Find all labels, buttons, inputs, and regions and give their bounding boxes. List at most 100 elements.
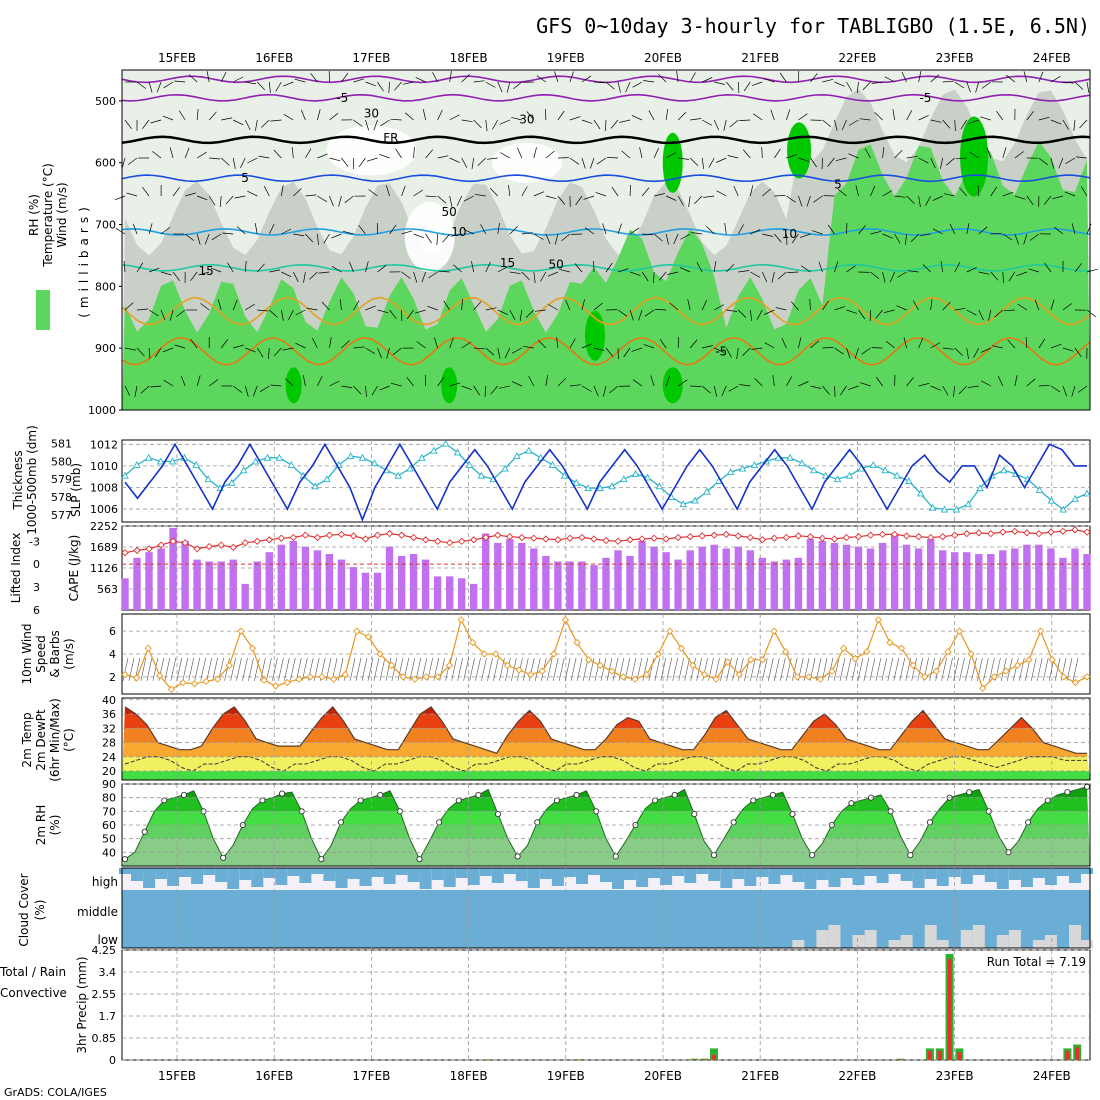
thickness-point [358, 453, 367, 461]
wind-point [376, 650, 384, 658]
wind-barb [954, 81, 965, 89]
wind-barb [219, 195, 222, 208]
wind-tick: 6 [109, 625, 116, 638]
date-label-bottom: 24FEB [1033, 1069, 1071, 1083]
precip-convective-bar [692, 1059, 697, 1060]
temp-band [122, 706, 1090, 715]
wind-point [260, 676, 268, 684]
wind-barb [738, 309, 747, 319]
wind-barb [779, 72, 787, 83]
wind-barb [548, 304, 559, 311]
wind-barb [940, 261, 944, 273]
wind-barb [863, 657, 870, 681]
cloud-high-bar [263, 868, 276, 878]
wind-barb [596, 157, 607, 165]
rh-dry-patch [404, 201, 455, 272]
wind-barb [329, 157, 341, 162]
cape-bar [1023, 544, 1031, 610]
cloud-high-bar [167, 868, 180, 886]
isotherm-line [121, 228, 1091, 236]
wind-barb [255, 119, 258, 131]
cloud-high-bar [768, 868, 781, 884]
wind-barb [509, 271, 521, 275]
wind-barb [461, 385, 473, 391]
cloud-high-bar [696, 868, 709, 874]
cape-bar [1011, 548, 1019, 610]
wind-barb [114, 195, 126, 201]
cape-bar [686, 550, 694, 610]
wind-barb [500, 152, 510, 159]
wind-barb [1038, 116, 1050, 121]
thickness-point [477, 471, 486, 479]
wind-barb [906, 155, 918, 159]
li-tick: 3 [33, 581, 40, 594]
wind-barb [124, 302, 134, 311]
date-label-bottom: 22FEB [838, 1069, 876, 1083]
wind-barb [859, 118, 871, 121]
isotherm-label: -5 [919, 91, 931, 105]
cape-bar [530, 548, 538, 610]
wind-barb [749, 309, 753, 321]
wind-barb [415, 77, 426, 83]
wind-barb [197, 195, 208, 201]
thickness-point [620, 475, 628, 483]
wind-barb [160, 309, 166, 321]
rh-point [279, 790, 286, 797]
wind-barb [658, 73, 667, 83]
wind-point [121, 670, 129, 679]
wind-barb [958, 385, 968, 395]
wind-barb [644, 309, 655, 317]
isotherm-label: FR [383, 131, 398, 145]
wind-barb [230, 657, 236, 681]
wind-barb [761, 146, 763, 159]
wind-barb [368, 189, 378, 197]
wind-barb [521, 186, 528, 197]
wind-barb [822, 300, 829, 311]
wind-barb [822, 385, 830, 395]
thickness-tick: 580 [51, 455, 72, 468]
wind-barb [953, 385, 956, 397]
pressure-tick: 900 [95, 342, 116, 355]
wind-barb [267, 347, 270, 360]
wind-barb [703, 195, 715, 198]
temp-ylabel: (6hr Min/Max) [48, 698, 62, 782]
wind-barb [473, 347, 485, 350]
li-point [686, 533, 694, 541]
date-label-bottom: 23FEB [936, 1069, 974, 1083]
wind-barb [331, 233, 342, 239]
wind-barb [721, 385, 727, 397]
rh-tick: 50 [102, 833, 116, 846]
rh-point [121, 856, 129, 863]
wind-barb [625, 81, 631, 93]
wind-barb [772, 375, 775, 387]
precip-total-label: Total / Rain [0, 965, 66, 979]
wind-barb [983, 657, 989, 681]
wind-barb [929, 657, 935, 681]
wind-barb [185, 192, 196, 197]
wind-barb [1077, 385, 1088, 393]
li-point [758, 536, 766, 544]
cloud-high-bar [984, 868, 997, 882]
wind-barb [136, 262, 144, 273]
wind-barb [1086, 268, 1098, 273]
wind-barb [406, 377, 414, 387]
cape-bar [494, 542, 502, 610]
wind-barb [212, 657, 218, 681]
cloud-low-clear [888, 940, 901, 948]
li-point [446, 539, 454, 547]
wind-barb [152, 657, 159, 681]
wind-barb [318, 271, 330, 274]
wind-barb [349, 657, 356, 681]
li-point [169, 537, 177, 545]
wind-point [944, 648, 952, 656]
wind-barb [317, 375, 323, 387]
cape-bar [806, 539, 815, 610]
wind-barb [477, 157, 486, 166]
rh-saturated-patch [960, 116, 989, 197]
wind-barb [234, 195, 246, 199]
wind-barb [176, 657, 183, 681]
wind-barb [296, 657, 302, 681]
wind-barb [612, 657, 619, 681]
li-ylabel: Lifted Index [9, 533, 23, 604]
